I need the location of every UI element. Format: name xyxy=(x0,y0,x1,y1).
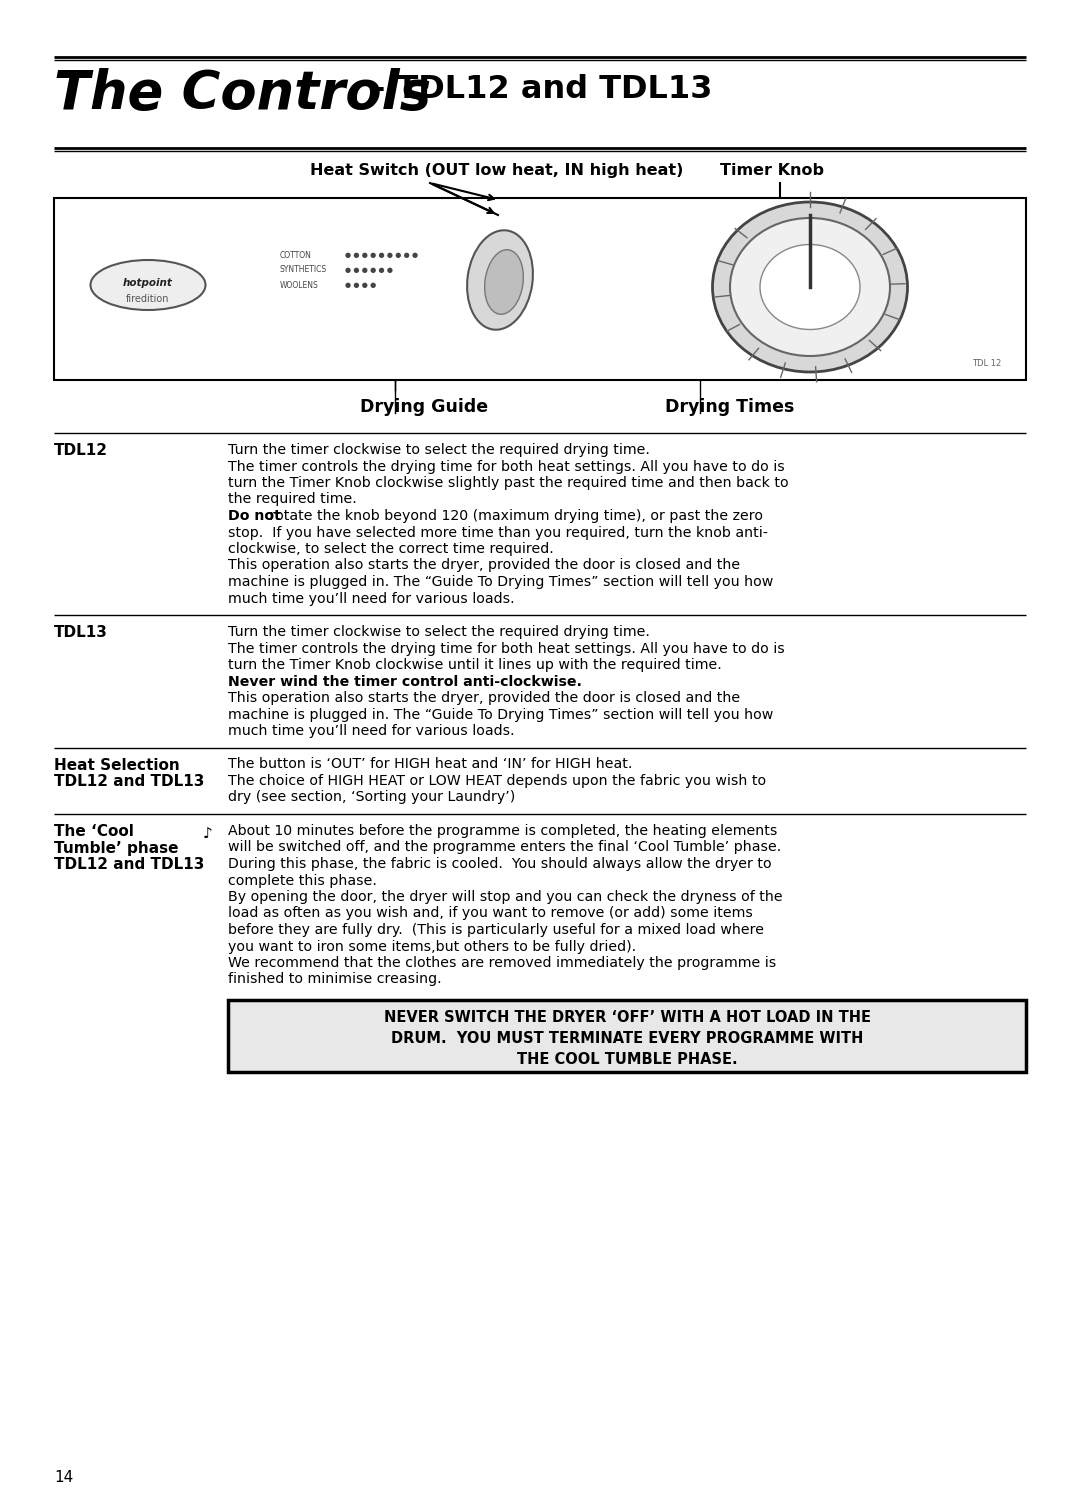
Text: Heat Selection: Heat Selection xyxy=(54,757,179,772)
Text: WOOLENS: WOOLENS xyxy=(280,281,319,290)
Text: ♪: ♪ xyxy=(203,827,213,842)
Text: complete this phase.: complete this phase. xyxy=(228,873,377,887)
Text: load as often as you wish and, if you want to remove (or add) some items: load as often as you wish and, if you wa… xyxy=(228,907,753,920)
Text: will be switched off, and the programme enters the final ‘Cool Tumble’ phase.: will be switched off, and the programme … xyxy=(228,840,781,855)
Text: This operation also starts the dryer, provided the door is closed and the: This operation also starts the dryer, pr… xyxy=(228,691,740,706)
Text: The ‘Cool: The ‘Cool xyxy=(54,823,134,839)
Text: TDL12 and TDL13: TDL12 and TDL13 xyxy=(54,774,204,789)
Text: machine is plugged in. The “Guide To Drying Times” section will tell you how: machine is plugged in. The “Guide To Dry… xyxy=(228,576,773,589)
Bar xyxy=(54,198,1026,379)
Text: the required time.: the required time. xyxy=(228,493,356,506)
Ellipse shape xyxy=(713,202,907,372)
Text: TDL12: TDL12 xyxy=(54,443,108,458)
Text: clockwise, to select the correct time required.: clockwise, to select the correct time re… xyxy=(228,542,554,556)
Text: The button is ‘OUT’ for HIGH heat and ‘IN’ for HIGH heat.: The button is ‘OUT’ for HIGH heat and ‘I… xyxy=(228,757,633,772)
Ellipse shape xyxy=(730,218,890,357)
Text: During this phase, the fabric is cooled.  You should always allow the dryer to: During this phase, the fabric is cooled.… xyxy=(228,857,771,870)
Text: finished to minimise creasing.: finished to minimise creasing. xyxy=(228,973,442,987)
Text: dry (see section, ‘Sorting your Laundry’): dry (see section, ‘Sorting your Laundry’… xyxy=(228,790,515,804)
Text: turn the Timer Knob clockwise until it lines up with the required time.: turn the Timer Knob clockwise until it l… xyxy=(228,657,721,672)
Text: stop.  If you have selected more time than you required, turn the knob anti-: stop. If you have selected more time tha… xyxy=(228,526,768,539)
Text: much time you’ll need for various loads.: much time you’ll need for various loads. xyxy=(228,724,515,737)
Text: much time you’ll need for various loads.: much time you’ll need for various loads. xyxy=(228,591,515,606)
Text: machine is plugged in. The “Guide To Drying Times” section will tell you how: machine is plugged in. The “Guide To Dry… xyxy=(228,707,773,721)
Text: Tumble’ phase: Tumble’ phase xyxy=(54,840,178,855)
Text: Drying Guide: Drying Guide xyxy=(360,397,488,416)
Text: We recommend that the clothes are removed immediately the programme is: We recommend that the clothes are remove… xyxy=(228,956,777,970)
Text: before they are fully dry.  (This is particularly useful for a mixed load where: before they are fully dry. (This is part… xyxy=(228,923,764,937)
Ellipse shape xyxy=(760,245,860,329)
Text: 14: 14 xyxy=(54,1470,73,1485)
Text: Never wind the timer control anti-clockwise.: Never wind the timer control anti-clockw… xyxy=(228,674,582,689)
Text: Timer Knob: Timer Knob xyxy=(720,163,824,178)
Text: Do not: Do not xyxy=(228,509,281,523)
Text: The timer controls the drying time for both heat settings. All you have to do is: The timer controls the drying time for b… xyxy=(228,459,785,473)
Text: hotpoint: hotpoint xyxy=(123,278,173,289)
Text: The choice of HIGH HEAT or LOW HEAT depends upon the fabric you wish to: The choice of HIGH HEAT or LOW HEAT depe… xyxy=(228,774,766,789)
Text: rotate the knob beyond 120 (maximum drying time), or past the zero: rotate the knob beyond 120 (maximum dryi… xyxy=(266,509,764,523)
Text: This operation also starts the dryer, provided the door is closed and the: This operation also starts the dryer, pr… xyxy=(228,559,740,573)
Text: The Controls: The Controls xyxy=(54,68,449,119)
Text: By opening the door, the dryer will stop and you can check the dryness of the: By opening the door, the dryer will stop… xyxy=(228,890,783,904)
Ellipse shape xyxy=(467,230,532,329)
Ellipse shape xyxy=(91,260,205,310)
Text: TDL12 and TDL13: TDL12 and TDL13 xyxy=(54,857,204,872)
Text: ● ● ● ● ● ●: ● ● ● ● ● ● xyxy=(345,267,393,273)
Ellipse shape xyxy=(485,249,524,314)
Text: ● ● ● ● ● ● ● ● ●: ● ● ● ● ● ● ● ● ● xyxy=(345,252,418,258)
Text: NEVER SWITCH THE DRYER ‘OFF’ WITH A HOT LOAD IN THE: NEVER SWITCH THE DRYER ‘OFF’ WITH A HOT … xyxy=(383,1009,870,1024)
Text: firedition: firedition xyxy=(126,295,170,304)
Text: COTTON: COTTON xyxy=(280,251,312,260)
Text: you want to iron some items,but others to be fully dried).: you want to iron some items,but others t… xyxy=(228,940,636,953)
Text: THE COOL TUMBLE PHASE.: THE COOL TUMBLE PHASE. xyxy=(516,1052,738,1067)
Text: Turn the timer clockwise to select the required drying time.: Turn the timer clockwise to select the r… xyxy=(228,626,650,639)
Bar xyxy=(228,1000,1026,1071)
Text: The timer controls the drying time for both heat settings. All you have to do is: The timer controls the drying time for b… xyxy=(228,642,785,656)
Text: - TDL12 and TDL13: - TDL12 and TDL13 xyxy=(372,74,713,104)
Text: Heat Switch (OUT low heat, IN high heat): Heat Switch (OUT low heat, IN high heat) xyxy=(310,163,684,178)
Text: Turn the timer clockwise to select the required drying time.: Turn the timer clockwise to select the r… xyxy=(228,443,650,456)
Text: About 10 minutes before the programme is completed, the heating elements: About 10 minutes before the programme is… xyxy=(228,823,778,839)
Text: TDL 12: TDL 12 xyxy=(972,360,1001,369)
Text: Drying Times: Drying Times xyxy=(665,397,795,416)
Text: DRUM.  YOU MUST TERMINATE EVERY PROGRAMME WITH: DRUM. YOU MUST TERMINATE EVERY PROGRAMME… xyxy=(391,1031,863,1046)
Text: SYNTHETICS: SYNTHETICS xyxy=(280,266,327,275)
Text: TDL13: TDL13 xyxy=(54,626,108,641)
Text: turn the Timer Knob clockwise slightly past the required time and then back to: turn the Timer Knob clockwise slightly p… xyxy=(228,476,788,490)
Text: ● ● ● ●: ● ● ● ● xyxy=(345,283,376,289)
